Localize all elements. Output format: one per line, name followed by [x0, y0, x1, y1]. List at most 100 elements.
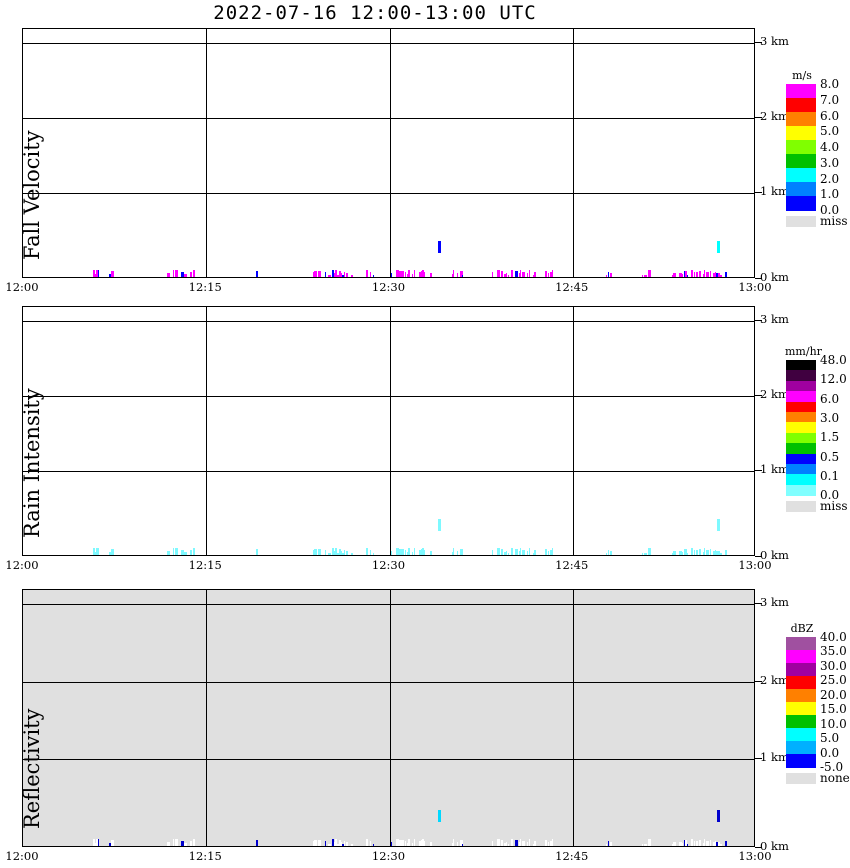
x-axis-label: 12:00 — [5, 280, 39, 294]
data-cell — [180, 550, 184, 555]
data-cell — [312, 272, 314, 277]
data-cell — [98, 548, 100, 555]
y-tick — [755, 603, 762, 604]
data-cell — [174, 548, 178, 555]
y-axis-label: 2 km — [760, 109, 789, 123]
data-cell — [403, 271, 405, 277]
data-cell — [516, 549, 518, 555]
data-cell — [324, 272, 326, 277]
y-tick — [755, 758, 762, 759]
y-tick — [755, 117, 762, 118]
data-cell — [411, 274, 413, 277]
data-cell — [324, 841, 326, 846]
data-cell — [180, 841, 184, 846]
data-cell — [369, 272, 371, 277]
colorbar-swatch — [786, 702, 816, 716]
x-axis-label: 13:00 — [738, 849, 772, 863]
data-cell — [507, 553, 509, 555]
data-cell — [193, 839, 196, 846]
data-cell — [520, 839, 522, 846]
data-cell — [390, 273, 392, 277]
colorbar-tick-label: 5.0 — [820, 124, 840, 139]
data-cell — [683, 549, 686, 555]
data-cell — [397, 549, 400, 555]
x-axis-label: 12:15 — [188, 558, 222, 572]
data-cell — [451, 552, 454, 555]
colorbar-tick-label: 0.0 — [820, 488, 840, 503]
data-cell — [399, 840, 403, 846]
y-tick — [755, 556, 762, 557]
data-cell — [718, 551, 721, 555]
x-axis-label: 12:45 — [555, 280, 589, 294]
colorbar-tick-label: 0.0 — [820, 203, 840, 217]
colorbar-tick-label: 6.0 — [820, 108, 840, 123]
data-cell — [712, 273, 716, 277]
data-cell — [675, 551, 677, 555]
x-axis-label: 12:45 — [555, 849, 589, 863]
data-cell — [497, 270, 501, 277]
data-cell — [422, 839, 425, 846]
gridline-horizontal — [23, 321, 754, 322]
data-cell — [176, 275, 178, 277]
data-cell — [176, 844, 178, 846]
data-cell — [507, 275, 509, 277]
colorbar-swatch — [786, 443, 816, 455]
data-cell — [550, 272, 554, 277]
data-cell — [687, 553, 689, 555]
colorbar-tick-label: 10.0 — [820, 716, 847, 731]
data-cell — [550, 550, 554, 555]
data-cell — [429, 842, 432, 846]
data-cell — [724, 272, 727, 277]
y-axis-label: 2 km — [760, 673, 789, 687]
gridline-horizontal — [23, 471, 754, 472]
data-cell — [418, 550, 421, 555]
data-cell — [351, 275, 354, 277]
plot-area-fall-velocity — [23, 29, 754, 277]
colorbar-tick-label: 35.0 — [820, 644, 847, 659]
data-cell — [461, 275, 463, 277]
data-cell — [331, 839, 334, 846]
x-axis-label: 12:30 — [371, 558, 406, 572]
data-cell — [451, 274, 454, 277]
data-cell — [504, 274, 507, 277]
data-cell — [328, 553, 332, 555]
data-cell — [709, 840, 711, 846]
data-cell — [390, 551, 392, 555]
colorbar-tick-label: -5.0 — [820, 760, 844, 774]
data-cell — [424, 272, 426, 277]
data-cell — [351, 844, 354, 846]
colorbar-tick-label: 25.0 — [820, 673, 847, 688]
data-cell — [94, 843, 98, 846]
data-cell — [460, 840, 464, 846]
data-cell — [92, 839, 95, 846]
data-cell — [644, 553, 648, 555]
data-cell — [193, 548, 196, 555]
colorbar-swatch — [786, 741, 816, 755]
data-cell — [724, 550, 727, 555]
data-cell — [344, 550, 346, 555]
colorbar-missing-label: miss — [820, 214, 848, 228]
data-cell — [516, 271, 518, 277]
data-cell — [314, 549, 318, 555]
data-cell — [507, 844, 509, 846]
data-cell — [605, 553, 607, 555]
data-cell — [678, 551, 682, 555]
data-cell — [534, 272, 537, 277]
data-cell — [534, 550, 537, 555]
colorbar-swatch — [786, 676, 816, 690]
data-cell — [366, 270, 369, 277]
data-cell — [460, 549, 464, 555]
data-cell — [702, 843, 705, 846]
data-cell — [418, 272, 421, 277]
data-cell — [461, 844, 463, 846]
data-cell — [351, 553, 354, 555]
data-cell — [312, 841, 314, 846]
data-cell — [704, 839, 706, 846]
data-cell — [399, 549, 403, 555]
data-cell — [719, 275, 722, 277]
data-cell — [338, 549, 341, 555]
data-cell — [333, 551, 335, 555]
data-cell — [716, 842, 719, 846]
data-cell — [714, 272, 716, 277]
data-cell — [256, 840, 259, 846]
